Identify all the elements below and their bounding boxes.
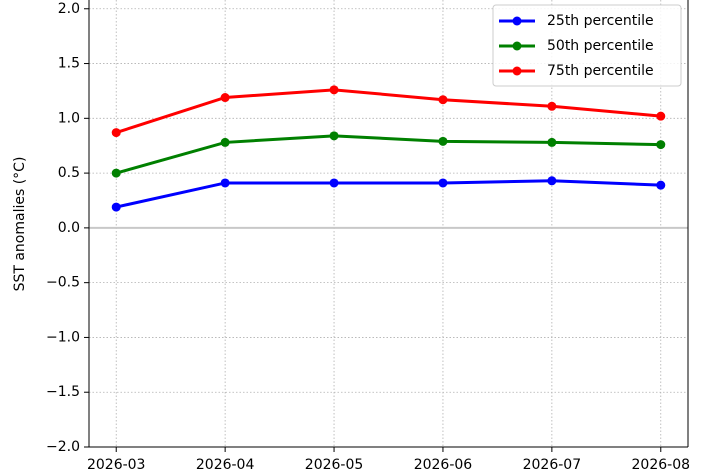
point — [220, 93, 230, 103]
point — [438, 136, 448, 146]
legend-label: 75th percentile — [547, 63, 654, 79]
y-tick-label: −2.0 — [46, 439, 80, 455]
legend-swatch — [512, 16, 522, 26]
point — [329, 131, 339, 141]
point — [547, 176, 557, 186]
legend-label: 25th percentile — [547, 13, 654, 29]
point — [111, 168, 121, 178]
point — [220, 137, 230, 147]
point — [656, 180, 666, 190]
point — [656, 111, 666, 121]
legend-swatch — [512, 66, 522, 76]
legend-label: 50th percentile — [547, 38, 654, 54]
point — [547, 137, 557, 147]
series-line — [115, 88, 661, 134]
point — [329, 85, 339, 95]
x-tick-label: 2026-07 — [523, 457, 582, 473]
point — [438, 95, 448, 105]
point — [656, 140, 666, 150]
x-tick-label: 2026-04 — [196, 457, 255, 473]
x-tick-label: 2026-08 — [632, 457, 691, 473]
point — [329, 178, 339, 188]
legend-swatch — [512, 41, 522, 51]
point — [547, 101, 557, 111]
point — [220, 178, 230, 188]
series-line — [115, 179, 661, 209]
y-axis-label: SST anomalies (°C) — [12, 157, 28, 292]
point — [111, 128, 121, 138]
x-tick-label: 2026-03 — [87, 457, 146, 473]
y-tick-label: 1.0 — [58, 110, 80, 126]
series-line — [115, 134, 661, 175]
x-tick-label: 2026-06 — [414, 457, 473, 473]
y-tick-label: 0.0 — [58, 220, 80, 236]
point — [111, 202, 121, 212]
y-tick-label: −0.5 — [46, 275, 80, 291]
y-tick-label: 2.0 — [58, 1, 80, 17]
x-tick-label: 2026-05 — [305, 457, 364, 473]
legend-box — [492, 4, 682, 87]
y-tick-label: 0.5 — [58, 165, 80, 181]
y-tick-label: −1.5 — [46, 384, 80, 400]
y-tick-label: −1.0 — [46, 329, 80, 345]
point — [438, 178, 448, 188]
y-tick-label: 1.5 — [58, 56, 80, 72]
